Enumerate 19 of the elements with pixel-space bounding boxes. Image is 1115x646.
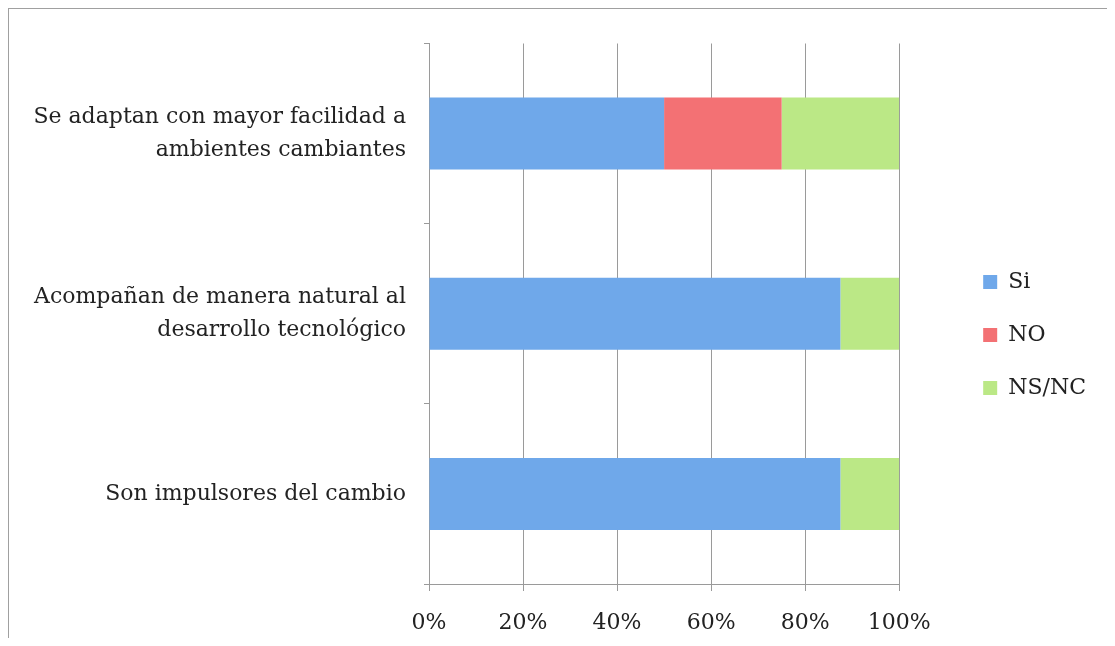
- x-tick-label: 20%: [498, 608, 548, 634]
- legend-label: NO: [1008, 320, 1046, 346]
- bar: [664, 97, 782, 170]
- bar: [429, 97, 665, 170]
- legend-label: Si: [1008, 267, 1031, 293]
- bar: [781, 97, 900, 170]
- y-tick-label: Son impulsores del cambio: [105, 479, 406, 505]
- x-tick-label: 100%: [867, 608, 931, 634]
- bar: [429, 457, 841, 530]
- x-tick-label: 0%: [411, 608, 447, 634]
- bar: [840, 457, 900, 530]
- y-tick-label: Se adaptan con mayor facilidad a ambientes cambiantes: [33, 102, 406, 161]
- bar: [429, 277, 841, 350]
- x-tick-label: 60%: [686, 608, 736, 634]
- bar: [840, 277, 900, 350]
- x-tick-label: 40%: [592, 608, 642, 634]
- y-tick-label: Acompañan de manera natural al desarrollo tecnológico: [33, 282, 406, 341]
- x-tick-label: 80%: [780, 608, 830, 634]
- legend-label: NS/NC: [1008, 373, 1087, 399]
